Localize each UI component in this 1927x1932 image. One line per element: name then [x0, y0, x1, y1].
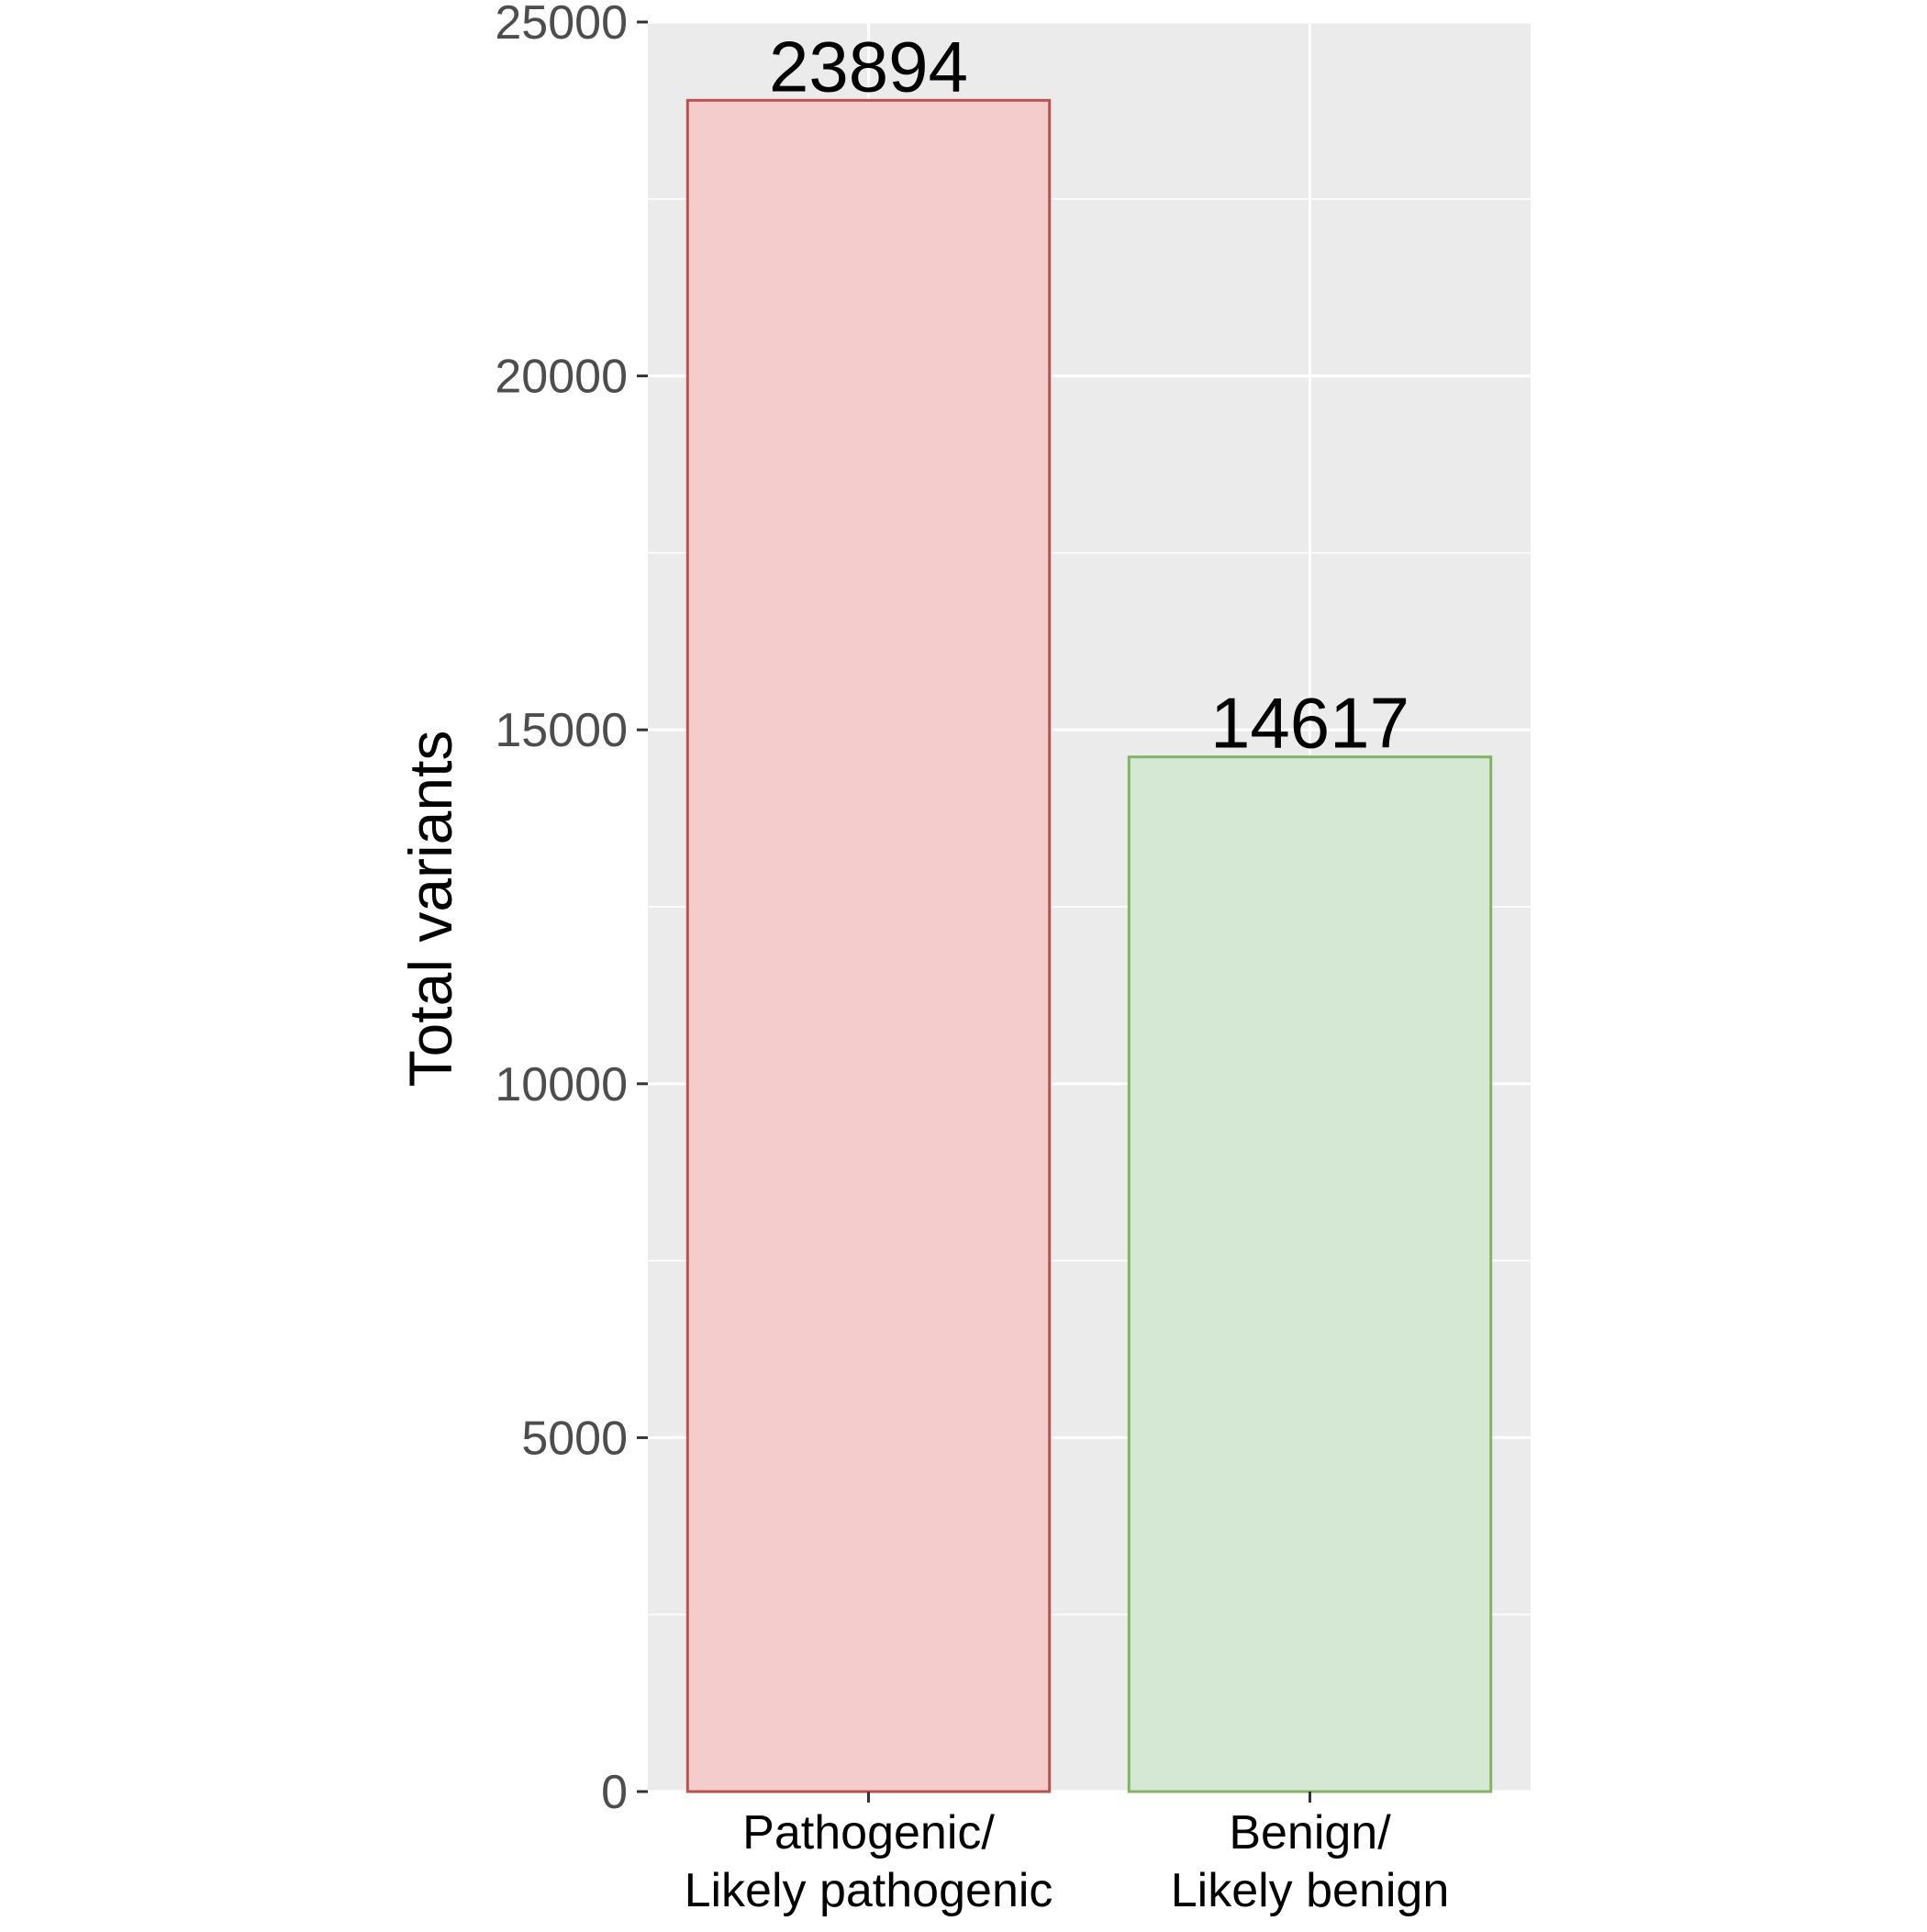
y-tick-label: 20000 [495, 351, 628, 404]
data-label: 14617 [1210, 683, 1409, 764]
y-tick-label: 15000 [495, 704, 628, 757]
x-tick-label: Benign/ [1229, 1806, 1391, 1859]
y-tick-label: 10000 [495, 1058, 628, 1111]
bars [685, 98, 1493, 1793]
bar [1127, 755, 1493, 1793]
axes: 0 5000 10000 15000 20000 25000 Pathogenic/Like… [495, 0, 1449, 1917]
x-tick-label: Pathogenic/ [742, 1806, 995, 1859]
data-labels: 23894 14617 [769, 26, 1409, 763]
y-tick-label: 0 [601, 1766, 628, 1819]
y-axis-label: Total variants [396, 731, 464, 1088]
data-label: 23894 [769, 26, 968, 106]
y-tick-label: 5000 [521, 1412, 628, 1465]
x-tick-label: Likely pathogenic [685, 1864, 1053, 1917]
y-tick-label: 25000 [495, 0, 628, 50]
bar [685, 98, 1052, 1793]
x-tick-label: Likely benign [1171, 1864, 1450, 1917]
